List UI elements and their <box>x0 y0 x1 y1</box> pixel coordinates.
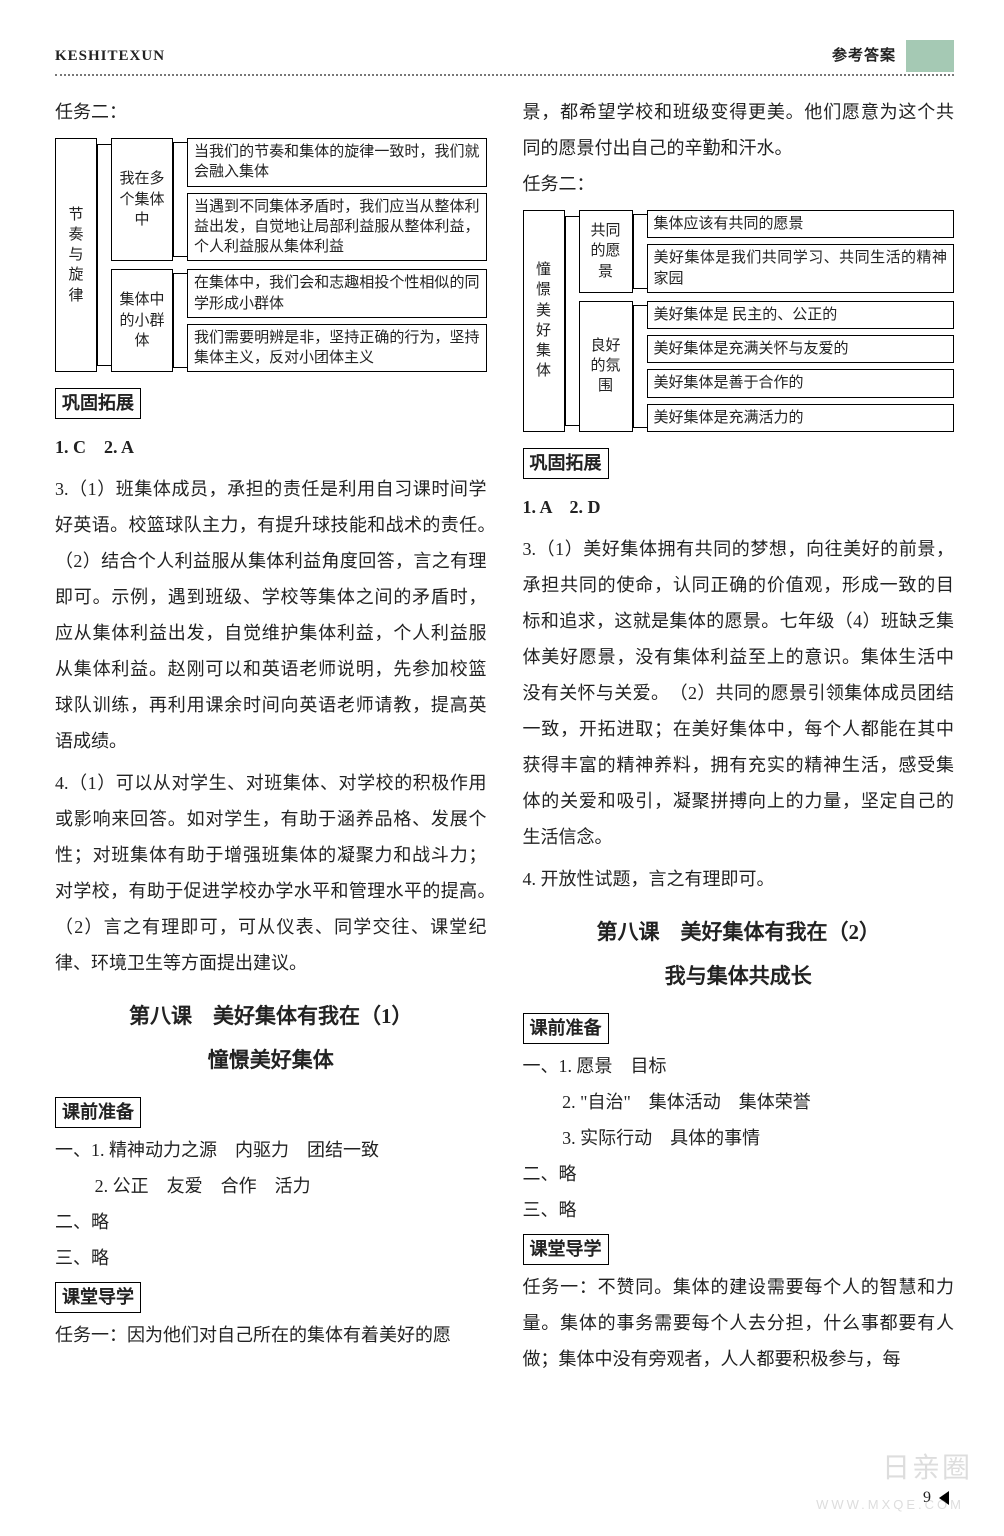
tree-root: 节奏与旋律 <box>55 138 97 372</box>
branch-label: 集体中的小群体 <box>111 269 173 372</box>
tree-leaf: 美好集体是充满活力的 <box>647 404 955 432</box>
header-right: 参考答案 <box>832 41 896 71</box>
tree-branch: 我在多个集体中 当我们的节奏和集体的旋律一致时，我们就会融入集体 当遇到不同集体… <box>111 138 487 261</box>
preclass-item: 三、略 <box>55 1240 487 1276</box>
triangle-icon <box>939 1491 949 1505</box>
lesson-title: 第八课 美好集体有我在（1） <box>55 995 487 1037</box>
tree-branch: 集体中的小群体 在集体中，我们会和志趣相投个性相似的同学形成小群体 我们需要明辨… <box>111 269 487 372</box>
branch-bracket <box>173 142 187 257</box>
branch-label: 我在多个集体中 <box>111 138 173 261</box>
preclass-item: 一、1. 愿景 目标 <box>523 1048 955 1084</box>
lesson-title: 第八课 美好集体有我在（2） <box>523 911 955 953</box>
tree-leaf: 美好集体是善于合作的 <box>647 369 955 397</box>
inclass-label: 课堂导学 <box>523 1234 609 1265</box>
tree-leaf: 当遇到不同集体矛盾时，我们应当从整体利益出发，自觉地让局部利益服从整体利益，个人… <box>187 193 487 262</box>
consolidate-label: 巩固拓展 <box>55 388 141 419</box>
tree-leaf: 在集体中，我们会和志趣相投个性相似的同学形成小群体 <box>187 269 487 318</box>
branch-label: 共同的愿景 <box>579 210 633 293</box>
task2-label: 任务二： <box>55 94 487 130</box>
header-divider <box>55 74 954 76</box>
mcq-answers: 1. A 2. D <box>523 489 955 525</box>
tree-leaf: 集体应该有共同的愿景 <box>647 210 955 238</box>
lesson-subtitle: 我与集体共成长 <box>523 955 955 997</box>
tree-leaf: 当我们的节奏和集体的旋律一致时，我们就会融入集体 <box>187 138 487 187</box>
preclass-item: 一、1. 精神动力之源 内驱力 团结一致 <box>55 1132 487 1168</box>
task2-label: 任务二： <box>523 166 955 202</box>
branch-label: 良好的氛围 <box>579 301 633 432</box>
consolidate-label: 巩固拓展 <box>523 448 609 479</box>
tree-root: 憧憬美好集体 <box>523 210 565 432</box>
concept-tree-left: 节奏与旋律 我在多个集体中 当我们的节奏和集体的旋律一致时，我们就会融入集体 当… <box>55 138 487 372</box>
tree-bracket <box>565 216 579 426</box>
page-footer: 9 <box>923 1482 949 1514</box>
branch-bracket <box>633 305 647 428</box>
mcq-answers: 1. C 2. A <box>55 429 487 465</box>
question-3: 3.（1）美好集体拥有共同的梦想，向往美好的前景，承担共同的使命，认同正确的价值… <box>523 531 955 855</box>
preclass-item: 2. 公正 友爱 合作 活力 <box>55 1168 487 1204</box>
preclass-item: 3. 实际行动 具体的事情 <box>523 1120 955 1156</box>
header-thumb <box>906 40 954 72</box>
tree-branch: 共同的愿景 集体应该有共同的愿景 美好集体是我们共同学习、共同生活的精神家园 <box>579 210 955 293</box>
task1-text: 任务一：因为他们对自己所在的集体有着美好的愿 <box>55 1317 487 1353</box>
question-3: 3.（1）班集体成员，承担的责任是利用自习课时间学好英语。校篮球队主力，有提升球… <box>55 471 487 759</box>
question-4: 4. 开放性试题，言之有理即可。 <box>523 861 955 897</box>
continuation-text: 景，都希望学校和班级变得更美。他们愿意为这个共同的愿景付出自己的辛勤和汗水。 <box>523 94 955 166</box>
question-4: 4.（1）可以从对学生、对班集体、对学校的积极作用或影响来回答。如对学生，有助于… <box>55 765 487 981</box>
page-number: 9 <box>923 1482 931 1514</box>
task1-text: 任务一：不赞同。集体的建设需要每个人的智慧和力量。集体的事务需要每个人去分担，什… <box>523 1269 955 1377</box>
header-left: KESHITEXUN <box>55 41 165 71</box>
branch-bracket <box>633 214 647 289</box>
tree-branch: 良好的氛围 美好集体是 民主的、公正的 美好集体是充满关怀与友爱的 美好集体是善… <box>579 301 955 432</box>
preclass-item: 二、略 <box>523 1156 955 1192</box>
left-column: 任务二： 节奏与旋律 我在多个集体中 当我们的节奏和集体的旋律一致时，我们就会融… <box>55 94 487 1377</box>
right-column: 景，都希望学校和班级变得更美。他们愿意为这个共同的愿景付出自己的辛勤和汗水。 任… <box>523 94 955 1377</box>
tree-leaf: 美好集体是 民主的、公正的 <box>647 301 955 329</box>
preclass-item: 三、略 <box>523 1192 955 1228</box>
lesson-subtitle: 憧憬美好集体 <box>55 1039 487 1081</box>
preclass-item: 二、略 <box>55 1204 487 1240</box>
preclass-label: 课前准备 <box>55 1097 141 1128</box>
preclass-item: 2. "自治" 集体活动 集体荣誉 <box>523 1084 955 1120</box>
inclass-label: 课堂导学 <box>55 1282 141 1313</box>
preclass-label: 课前准备 <box>523 1013 609 1044</box>
content-columns: 任务二： 节奏与旋律 我在多个集体中 当我们的节奏和集体的旋律一致时，我们就会融… <box>55 94 954 1377</box>
tree-leaf: 美好集体是充满关怀与友爱的 <box>647 335 955 363</box>
tree-leaf: 我们需要明辨是非，坚持正确的行为，坚持集体主义，反对小团体主义 <box>187 324 487 373</box>
concept-tree-right: 憧憬美好集体 共同的愿景 集体应该有共同的愿景 美好集体是我们共同学习、共同生活… <box>523 210 955 432</box>
tree-leaf: 美好集体是我们共同学习、共同生活的精神家园 <box>647 244 955 293</box>
tree-bracket <box>97 144 111 366</box>
page-header: KESHITEXUN 参考答案 <box>55 40 954 72</box>
branch-bracket <box>173 273 187 368</box>
